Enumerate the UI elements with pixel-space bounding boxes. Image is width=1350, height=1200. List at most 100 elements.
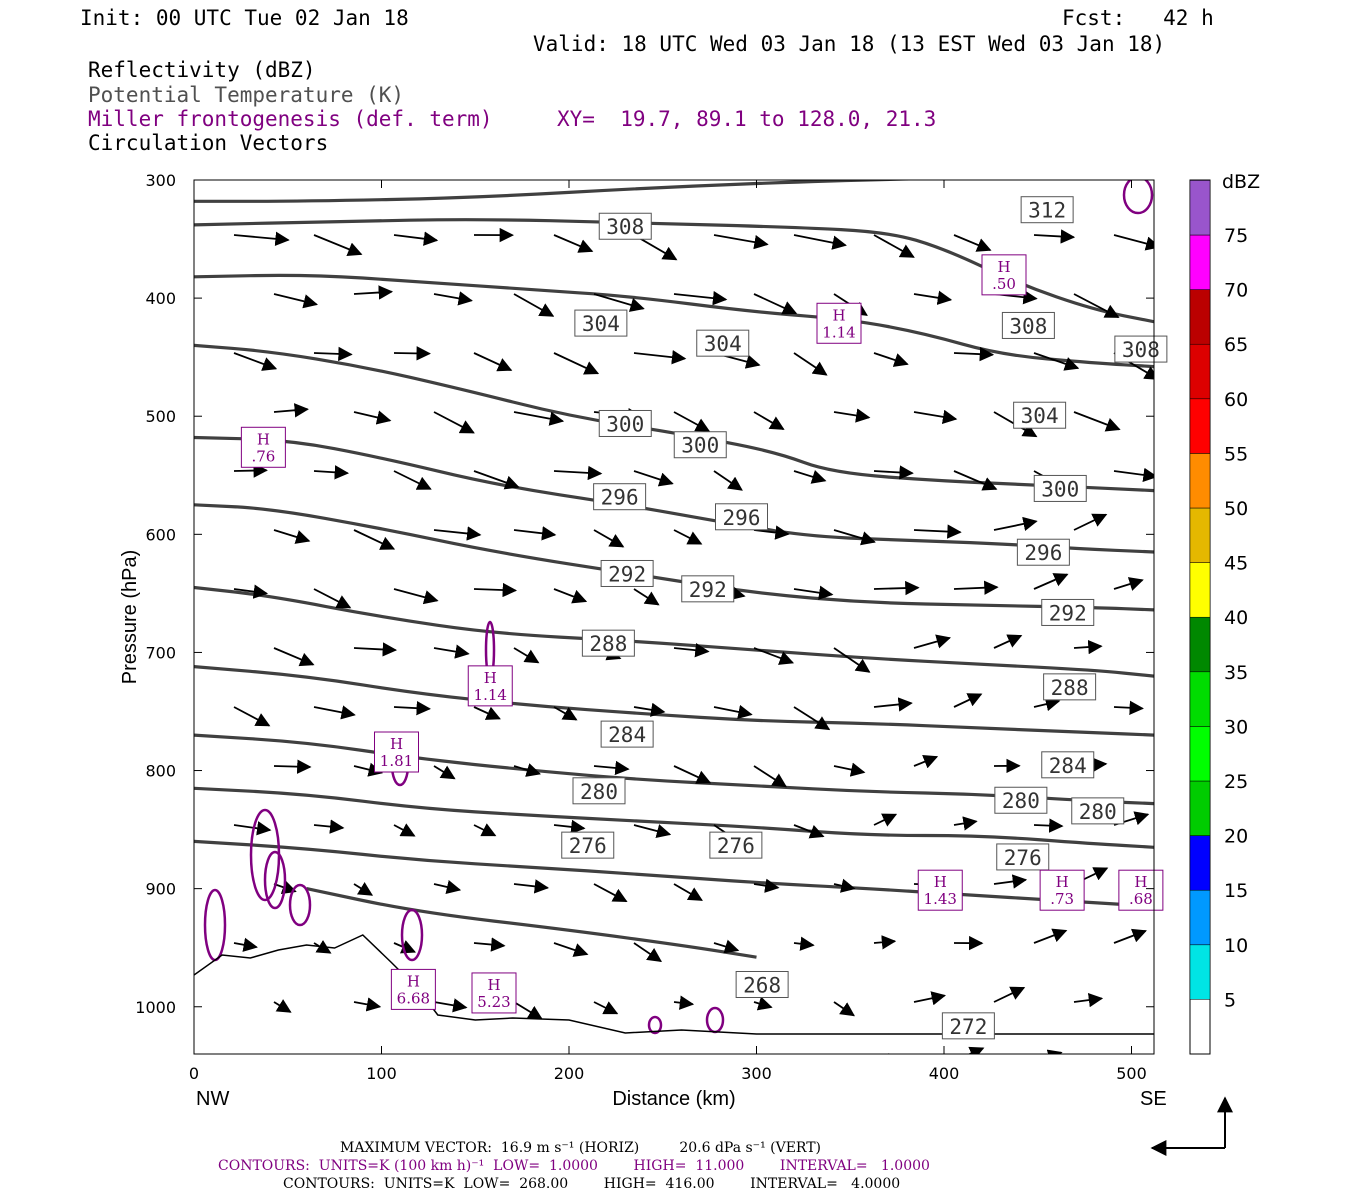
theta-label-box [593,483,647,511]
fronto-max-value: .73 [1050,890,1074,908]
circulation-vector [473,352,513,372]
theta-label: 296 [1024,541,1062,565]
theta-label: 300 [606,412,644,436]
circulation-vector [433,291,473,306]
circulation-vector [753,525,790,540]
fronto-max-box [1039,869,1085,911]
fronto-contour-note: CONTOURS: UNITS=K (100 km h)⁻¹ LOW= 1.00… [218,1158,930,1174]
circulation-vector [993,874,1028,889]
circulation-vector [353,997,382,1012]
circulation-vector [474,1061,503,1074]
circulation-vector [713,470,743,491]
theta-label-box [681,575,735,603]
circulation-vector [833,878,856,893]
circulation-vector [913,991,947,1006]
fronto-max-box [240,426,286,468]
theta-label-box [600,559,654,587]
circulation-vector [834,1120,863,1128]
circulation-vector [793,234,847,250]
y-tick-label: 600 [145,525,176,544]
fronto-max-value: 5.23 [477,993,510,1011]
circulation-vector [967,1046,985,1054]
circulation-vector [873,352,909,367]
fronto-max-h: H [832,306,845,324]
circulation-vector [234,1061,248,1070]
colorbar-label: 60 [1224,389,1248,411]
left-end-label: NW [196,1088,229,1110]
theta-label-box [696,329,750,357]
circulation-vector [913,754,939,769]
fronto-max-h: H [484,669,497,687]
theta-label: 276 [569,834,607,858]
field-frontogenesis: Miller frontogenesis (def. term) [88,107,493,131]
circulation-vector [913,290,953,305]
circulation-vector [473,706,501,720]
circulation-vector [793,585,834,600]
circulation-vector [473,470,520,490]
colorbar-swatch [1189,180,1211,236]
theta-label: 276 [1004,846,1042,870]
max-vector-note: MAXIMUM VECTOR: 16.9 m s⁻¹ (HORIZ) 20.6 … [340,1140,822,1156]
circulation-vector [513,1001,543,1020]
circulation-vector [553,588,588,604]
circulation-vector [913,524,962,539]
circulation-vector [233,706,271,727]
y-tick-label: 700 [145,643,176,662]
colorbar-swatch [1189,780,1211,836]
circulation-vector [313,465,350,480]
theta-label: 304 [582,312,620,336]
theta-label-box [1114,335,1168,363]
field-reflectivity: Reflectivity (dBZ) [88,58,316,82]
colorbar-label: 5 [1224,989,1236,1011]
theta-label-box [709,831,763,859]
circulation-vector [393,700,431,716]
theta-label: 284 [608,723,646,747]
theta-contour-note: CONTOURS: UNITS=K LOW= 268.00 HIGH= 416.… [283,1176,901,1192]
circulation-vector [393,470,432,490]
circulation-vector [433,644,470,659]
circulation-vector [394,1061,423,1064]
circulation-vector [513,411,565,426]
theta-label: 288 [589,632,627,656]
right-end-label: SE [1140,1088,1167,1110]
circulation-vector [673,290,728,306]
circulation-vector [473,937,506,952]
theta-label-box [996,843,1050,871]
circulation-vector [353,529,396,550]
theta-label-box [1043,673,1097,701]
circulation-vector [794,1061,811,1071]
reference-vector-icon [1150,1096,1233,1156]
circulation-vector [713,704,753,720]
theta-label: 308 [606,215,644,239]
x-tick-label: 400 [929,1064,960,1083]
circulation-vector [233,937,258,952]
theta-label: 296 [601,486,639,510]
circulation-vector [634,1061,652,1065]
circulation-vector [673,411,711,432]
theta-contour-288 [194,585,1154,678]
theta-label-box [735,970,789,998]
y-tick-label: 300 [145,171,176,190]
theta-label: 304 [1021,404,1059,428]
reflectivity-colorbar: 5 10 15 20 25 30 35 40 45 50 55 60 65 70 75 dBZ [1189,171,1260,1055]
theta-label: 272 [949,1015,987,1039]
fronto-max-value: .68 [1129,890,1153,908]
colorbar-swatch [1189,234,1211,290]
circulation-vector [833,647,871,673]
x-tick-label: 200 [554,1064,585,1083]
colorbar-swatch [1189,289,1211,345]
circulation-vector [993,986,1026,1003]
circulation-vector [553,819,586,835]
theta-label: 268 [743,973,781,997]
colorbar-label: 40 [1224,607,1248,629]
circulation-vector [353,410,392,425]
theta-label-box [994,786,1048,814]
circulation-vector [873,465,914,480]
theta-label-box [1033,474,1087,502]
fronto-max-value: 1.14 [822,323,855,341]
theta-label-box [572,777,626,805]
circulation-vector [793,469,827,484]
circulation-vector [793,706,831,731]
circulation-vector [994,1119,1016,1120]
circulation-vector [313,940,332,954]
